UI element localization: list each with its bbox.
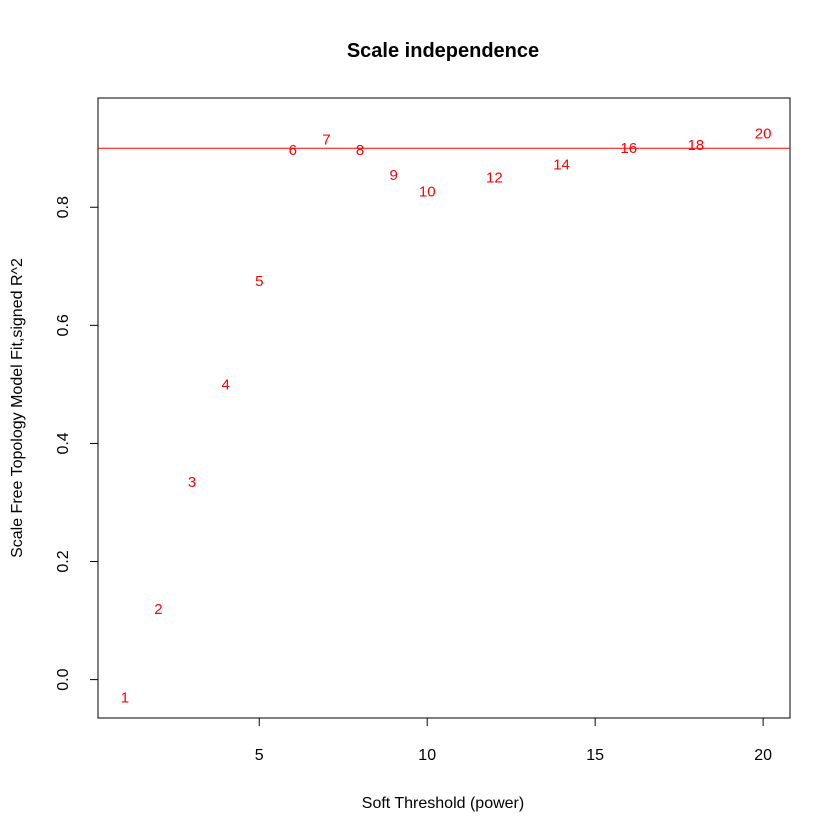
- data-point-7: 7: [322, 131, 330, 148]
- y-axis: 0.0 0.2 0.4 0.6 0.8: [55, 196, 99, 691]
- y-tick-label: 0.0: [55, 668, 72, 690]
- plot-frame: [97, 97, 791, 719]
- data-point-20: 20: [755, 125, 772, 142]
- x-tick-label: 10: [418, 747, 436, 764]
- x-tick-label: 5: [255, 747, 264, 764]
- data-point-10: 10: [419, 183, 436, 200]
- data-point-2: 2: [154, 601, 162, 618]
- y-axis-label: Scale Free Topology Model Fit,signed R^2: [9, 258, 26, 558]
- y-tick-label: 0.8: [55, 196, 72, 218]
- x-axis-label: Soft Threshold (power): [362, 795, 524, 812]
- data-point-8: 8: [356, 142, 364, 159]
- x-axis: 5 10 15 20: [255, 717, 772, 764]
- data-point-14: 14: [553, 157, 570, 174]
- y-tick-label: 0.4: [55, 432, 72, 454]
- data-point-9: 9: [389, 167, 397, 184]
- chart-title: Scale independence: [347, 40, 539, 62]
- data-point-5: 5: [255, 273, 263, 290]
- data-point-12: 12: [486, 170, 503, 187]
- y-tick-label: 0.2: [55, 550, 72, 572]
- data-point-6: 6: [289, 142, 297, 159]
- data-point-3: 3: [188, 474, 196, 491]
- x-tick-label: 20: [754, 747, 772, 764]
- data-point-4: 4: [221, 376, 229, 393]
- x-tick-label: 15: [586, 747, 604, 764]
- data-point-1: 1: [121, 689, 129, 706]
- y-tick-label: 0.6: [55, 314, 72, 336]
- data-point-16: 16: [620, 140, 637, 157]
- data-point-18: 18: [688, 137, 705, 154]
